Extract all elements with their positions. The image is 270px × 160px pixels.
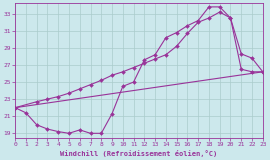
X-axis label: Windchill (Refroidissement éolien,°C): Windchill (Refroidissement éolien,°C): [60, 150, 218, 156]
